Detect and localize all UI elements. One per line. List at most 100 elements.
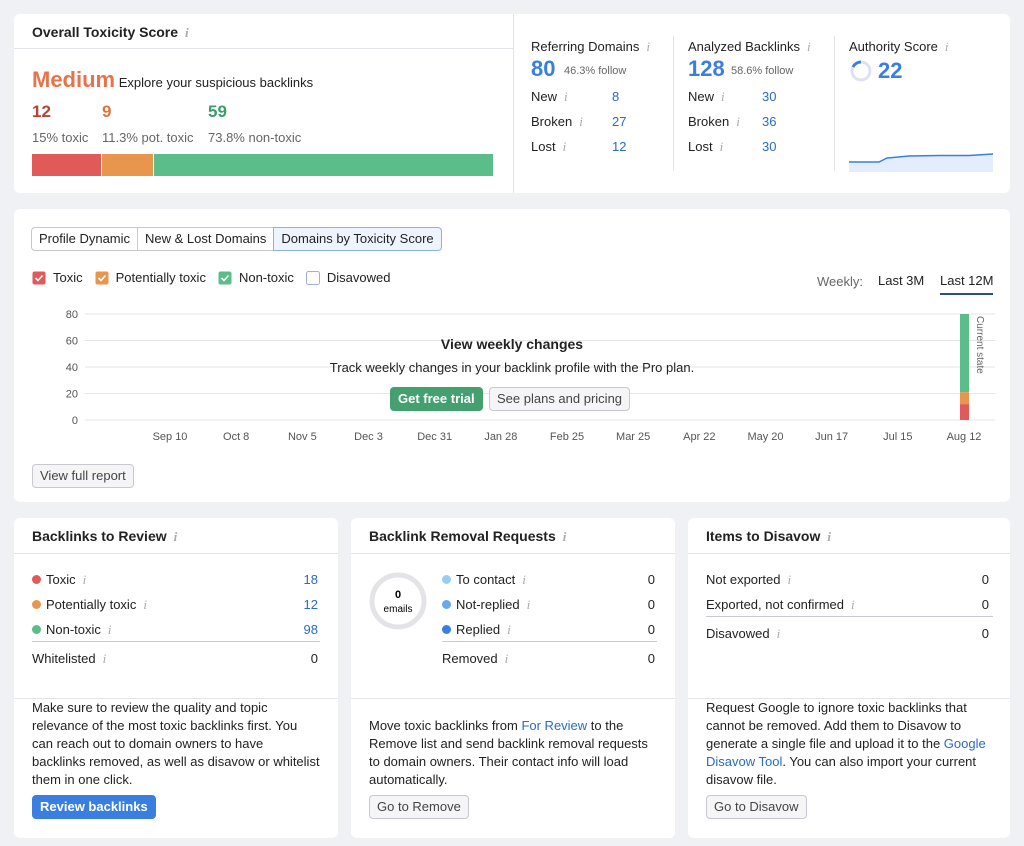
x-tick-label: Jun 17 <box>815 431 848 443</box>
text: Move toxic backlinks from <box>369 718 521 733</box>
x-tick-label: Mar 25 <box>616 431 650 443</box>
row-text: Not exported <box>706 572 780 587</box>
metric-row-value[interactable]: 36 <box>762 114 776 129</box>
metric-row-value[interactable]: 30 <box>762 139 776 154</box>
chart: 020406080Sep 10Oct 8Nov 5Dec 3Dec 31Jan … <box>14 209 1010 502</box>
level-text[interactable]: Explore your suspicious backlinks <box>119 75 313 90</box>
link[interactable]: For Review <box>521 718 587 733</box>
stat-label: 73.8% non-toxic <box>208 130 301 145</box>
stat-value: 9 <box>102 102 111 122</box>
summary-card: Overall Toxicity Score Medium Explore yo… <box>14 14 1010 193</box>
bar-segment <box>960 392 969 404</box>
status-dot <box>32 575 41 584</box>
metric-row-label: Lost <box>688 139 723 155</box>
text: Make sure to review the quality and topi… <box>32 700 320 787</box>
metric-row-label: Broken <box>688 114 740 130</box>
metric-title: Analyzed Backlinks <box>688 39 811 55</box>
row-value: 0 <box>982 626 989 641</box>
level-row: Medium Explore your suspicious backlinks <box>32 67 313 93</box>
x-tick-label: Sep 10 <box>153 431 188 443</box>
metric-row-value[interactable]: 8 <box>612 89 619 104</box>
x-tick-label: Dec 31 <box>417 431 452 443</box>
review-card: Backlinks to Review Toxic 18 Potentially to… <box>14 518 338 838</box>
metric-sub: 46.3% follow <box>564 65 626 77</box>
row-text: Toxic <box>46 572 76 587</box>
removal-card: Backlink Removal Requests To contact 0 Not-… <box>351 518 675 838</box>
status-dot <box>32 600 41 609</box>
row-value[interactable]: 18 <box>304 572 318 587</box>
authority-score: 22 <box>878 58 902 84</box>
y-tick-label: 80 <box>66 309 78 321</box>
report-button[interactable]: View full report <box>32 464 134 488</box>
divider <box>673 36 674 171</box>
action-button[interactable]: Go to Disavow <box>706 795 807 819</box>
pricing-button[interactable]: See plans and pricing <box>489 387 630 411</box>
row-value: 0 <box>648 622 655 637</box>
status-dot <box>442 600 451 609</box>
status-dot <box>442 625 451 634</box>
y-tick-label: 0 <box>72 415 78 427</box>
x-tick-label: Jan 28 <box>484 431 517 443</box>
row-value[interactable]: 12 <box>304 597 318 612</box>
divider <box>351 553 675 554</box>
level: Medium <box>32 67 115 92</box>
toxicity-bar <box>32 154 493 176</box>
card-title: Overall Toxicity Score <box>32 24 189 41</box>
row-label: Disavowed <box>706 626 780 642</box>
row-text: To contact <box>456 572 515 587</box>
row-label: To contact <box>442 572 526 588</box>
row-text: Not-replied <box>456 597 520 612</box>
row-value: 0 <box>648 597 655 612</box>
trial-button[interactable]: Get free trial <box>390 387 483 411</box>
donut-value: 0 <box>395 589 401 601</box>
metric-row-value[interactable]: 30 <box>762 89 776 104</box>
metric-value: 128 <box>688 56 725 82</box>
description: Move toxic backlinks from For Review to … <box>369 717 657 789</box>
divider <box>688 553 1010 554</box>
divider <box>14 553 338 554</box>
x-tick-label: May 20 <box>747 431 783 443</box>
row-label: Whitelisted <box>32 651 106 667</box>
description: Make sure to review the quality and topi… <box>32 699 320 789</box>
metric-value: 80 <box>531 56 555 82</box>
divider <box>351 698 675 699</box>
metric-title: Authority Score <box>849 39 949 55</box>
authority-gauge <box>849 59 879 89</box>
x-tick-label: Aug 12 <box>947 431 982 443</box>
row-label: Not-replied <box>442 597 530 613</box>
row-value: 0 <box>648 651 655 666</box>
row-label: Potentially toxic <box>32 597 147 613</box>
chart-card: Profile DynamicNew & Lost DomainsDomains… <box>14 209 1010 502</box>
bar-segment <box>960 314 969 392</box>
row-label: Toxic <box>32 572 86 588</box>
status-dot <box>442 575 451 584</box>
row-label: Not exported <box>706 572 791 588</box>
row-value: 0 <box>982 572 989 587</box>
overlay-text: Track weekly changes in your backlink pr… <box>14 360 1010 375</box>
donut-label: emails <box>384 604 413 615</box>
x-tick-label: Apr 22 <box>683 431 715 443</box>
metric-row-label: New <box>531 89 568 105</box>
text: Request Google to ignore toxic backlinks… <box>706 700 967 751</box>
metric-row-value[interactable]: 27 <box>612 114 626 129</box>
card-title: Backlinks to Review <box>32 528 177 545</box>
description: Request Google to ignore toxic backlinks… <box>706 699 994 789</box>
action-button[interactable]: Go to Remove <box>369 795 469 819</box>
row-text: Replied <box>456 622 500 637</box>
divider <box>513 14 514 193</box>
row-text: Exported, not confirmed <box>706 597 844 612</box>
stat-label: 11.3% pot. toxic <box>102 130 194 145</box>
card-title: Backlink Removal Requests <box>369 528 566 545</box>
divider <box>706 616 993 617</box>
metric-sub: 58.6% follow <box>731 65 793 77</box>
action-button[interactable]: Review backlinks <box>32 795 156 819</box>
metric-row-value[interactable]: 12 <box>612 139 626 154</box>
row-value[interactable]: 98 <box>304 622 318 637</box>
bar-segment <box>102 154 154 176</box>
row-value: 0 <box>311 651 318 666</box>
row-label: Removed <box>442 651 508 667</box>
authority-sparkline <box>849 146 994 172</box>
card-title: Items to Disavow <box>706 528 831 545</box>
metric-title: Referring Domains <box>531 39 650 55</box>
